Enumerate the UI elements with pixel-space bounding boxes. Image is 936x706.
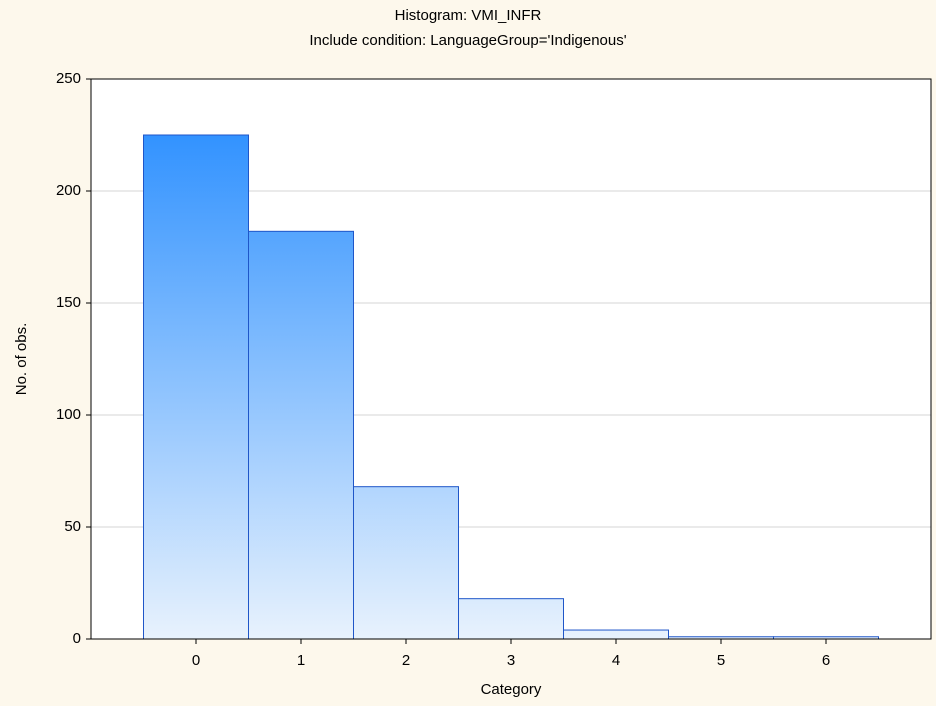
x-tick-label: 4 <box>612 652 620 669</box>
x-tick-label: 2 <box>402 652 410 669</box>
chart-title: Histogram: VMI_INFR <box>395 7 542 24</box>
y-tick-label: 200 <box>56 182 81 199</box>
x-axis-label: Category <box>481 681 542 698</box>
y-tick-label: 50 <box>64 518 81 535</box>
x-tick-label: 0 <box>192 652 200 669</box>
x-tick-label: 3 <box>507 652 515 669</box>
bar <box>248 230 354 640</box>
y-tick-label: 100 <box>56 406 81 423</box>
bar <box>458 598 564 640</box>
y-tick-label: 150 <box>56 294 81 311</box>
bar <box>353 486 459 640</box>
y-tick-label: 250 <box>56 70 81 87</box>
bar <box>563 629 669 640</box>
x-tick-label: 6 <box>822 652 830 669</box>
y-tick-label: 0 <box>73 630 81 647</box>
x-tick-label: 1 <box>297 652 305 669</box>
plot-frame <box>90 78 932 640</box>
y-axis-label: No. of obs. <box>13 323 30 396</box>
x-tick-label: 5 <box>717 652 725 669</box>
chart-subtitle: Include condition: LanguageGroup='Indige… <box>309 32 626 49</box>
bar <box>143 134 249 640</box>
